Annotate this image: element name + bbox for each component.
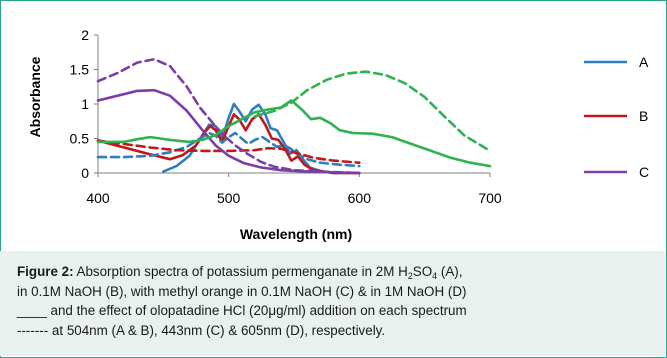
figure-caption: Figure 2: Absorption spectra of potassiu… [17, 262, 657, 340]
caption-line-4: ------- at 504nm (A & B), 443nm (C) & 60… [17, 322, 386, 338]
caption-line-1: Figure 2: Absorption spectra of potassiu… [17, 262, 657, 282]
y-tick-label: 0 [81, 165, 89, 181]
chart-axes: 0 0.5 1 1.5 2 400 500 600 700 [70, 27, 502, 206]
legend-label-a: A [639, 54, 649, 70]
legend-label-b: B [639, 108, 648, 124]
absorbance-chart: 0 0.5 1 1.5 2 400 500 600 700 A B C Absorbance Wav… [27, 27, 649, 242]
x-axis-label: Wavelength (nm) [240, 226, 352, 242]
y-tick-label: 1 [81, 96, 89, 112]
series-line-8 [253, 70, 492, 153]
caption-text-so: SO [412, 264, 433, 279]
caption-area [0, 251, 665, 356]
caption-subscript-2: 2 [407, 271, 413, 281]
caption-line-2: in 0.1M NaOH (B), with methyl orange in … [17, 283, 467, 299]
series-line-6 [96, 57, 361, 175]
x-tick-label: 400 [86, 190, 110, 206]
chart-legend: A B C [584, 54, 649, 180]
y-axis-label: Absorbance [27, 56, 43, 137]
caption-line-3: ____ and the effect of olopatadine HCl (… [17, 303, 467, 318]
chart-curves [96, 57, 492, 175]
caption-subscript-4: 4 [432, 271, 438, 281]
caption-label: Figure 2: [17, 264, 74, 279]
series-line-2 [96, 113, 361, 175]
y-tick-label: 0.5 [70, 131, 90, 147]
caption-text-a: (A), [437, 264, 463, 279]
series-line-1 [162, 102, 361, 175]
series-line-7 [96, 99, 492, 168]
x-tick-label: 700 [478, 190, 502, 206]
legend-label-c: C [639, 164, 649, 180]
y-tick-label: 2 [81, 27, 89, 43]
x-tick-label: 500 [217, 190, 241, 206]
caption-text-1: Absorption spectra of potassium permenga… [76, 264, 408, 279]
series-line-5 [96, 88, 361, 175]
y-tick-label: 1.5 [70, 62, 90, 78]
series-line-4 [96, 139, 361, 164]
x-tick-label: 600 [348, 190, 372, 206]
